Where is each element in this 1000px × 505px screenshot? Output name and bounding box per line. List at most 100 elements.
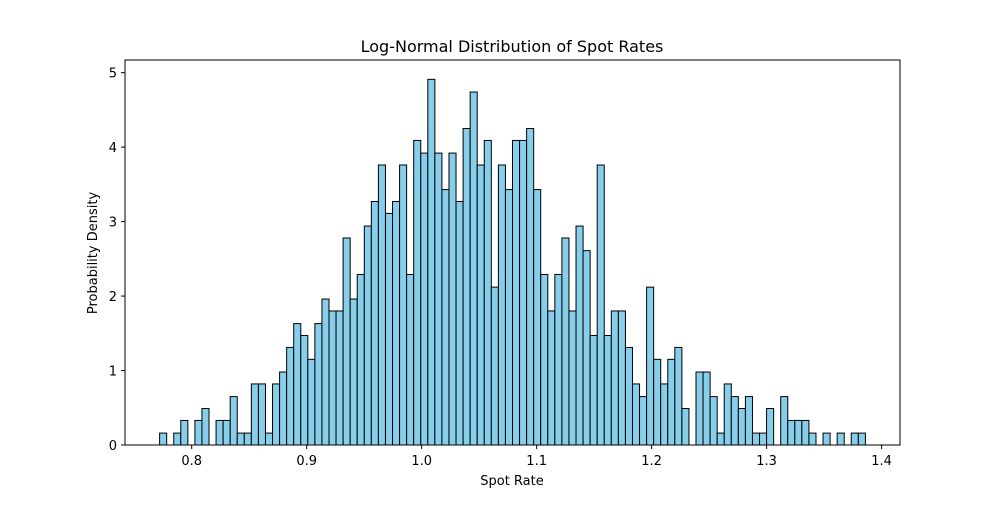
histogram-bar — [201, 408, 210, 446]
histogram-bar — [490, 286, 499, 446]
x-tick-label: 1.0 — [411, 454, 432, 469]
y-tick-label: 2 — [109, 290, 117, 305]
histogram-bar — [850, 432, 859, 446]
histogram-bar — [250, 383, 259, 446]
y-tick-label: 5 — [109, 67, 117, 82]
histogram-bar — [434, 152, 443, 446]
histogram-bar — [279, 371, 288, 446]
histogram-bar — [222, 419, 231, 446]
histogram-bar — [497, 164, 506, 446]
x-tick-label: 1.2 — [641, 454, 662, 469]
x-tick-label: 0.8 — [181, 454, 202, 469]
histogram-bar — [455, 200, 464, 446]
histogram-bar — [441, 189, 450, 446]
histogram-bar — [561, 237, 570, 446]
histogram-bar — [483, 139, 492, 446]
histogram-bar — [173, 432, 182, 446]
histogram-bar — [448, 152, 457, 446]
histogram-bar — [617, 310, 626, 446]
histogram-bars — [159, 78, 866, 446]
histogram-bar — [808, 432, 817, 446]
histogram-bar — [723, 383, 732, 446]
x-tick-label: 1.1 — [526, 454, 547, 469]
histogram-bar — [392, 200, 401, 446]
histogram-bar — [363, 225, 372, 446]
histogram-bar — [709, 396, 718, 446]
y-tick-label: 1 — [109, 365, 117, 380]
x-tick-label: 1.4 — [871, 454, 892, 469]
histogram-bar — [519, 139, 528, 446]
histogram-bar — [413, 139, 422, 446]
histogram-bar — [639, 396, 648, 446]
histogram-bar — [377, 164, 386, 446]
histogram-bar — [533, 189, 542, 446]
histogram-bar — [540, 273, 549, 446]
histogram-bar — [243, 432, 252, 446]
histogram-bar — [681, 408, 690, 446]
histogram-bar — [286, 346, 295, 446]
histogram-bar — [610, 310, 619, 446]
histogram-bar — [674, 346, 683, 446]
histogram-bar — [660, 383, 669, 446]
histogram-bar — [180, 419, 189, 446]
histogram-bar — [307, 358, 316, 446]
histogram-bar — [631, 383, 641, 446]
histogram-bar — [328, 310, 337, 446]
histogram-bar — [751, 432, 761, 446]
histogram-bar — [335, 310, 344, 446]
histogram-bar — [264, 432, 274, 446]
histogram-bar — [420, 152, 429, 446]
histogram-bar — [512, 139, 521, 446]
histogram-bar — [272, 383, 281, 446]
histogram-bar — [229, 396, 238, 446]
histogram-bar — [780, 396, 789, 446]
histogram-bar — [582, 250, 591, 446]
histogram-bar — [194, 419, 203, 446]
histogram-bar — [476, 164, 485, 446]
histogram-bar — [159, 432, 168, 446]
histogram-bar — [321, 298, 330, 446]
histogram-bar — [737, 408, 746, 446]
histogram-bar — [646, 286, 655, 446]
histogram-bar — [462, 128, 471, 446]
histogram-bar — [342, 237, 351, 446]
histogram-bar — [801, 419, 810, 446]
y-tick-label: 0 — [109, 439, 117, 454]
x-axis-label: Spot Rate — [480, 474, 544, 489]
histogram-bar — [653, 358, 662, 446]
histogram-bar — [787, 419, 796, 446]
histogram-bar — [695, 371, 704, 446]
histogram-bar — [568, 310, 577, 446]
histogram-bar — [469, 91, 478, 446]
histogram-bar — [716, 432, 725, 446]
histogram-bar — [314, 323, 323, 446]
histogram-bar — [744, 396, 753, 446]
histogram-bar — [554, 273, 563, 446]
histogram-bar — [794, 419, 803, 446]
histogram-bar — [759, 432, 768, 446]
histogram-bar — [836, 432, 845, 446]
y-tick-label: 3 — [109, 216, 117, 231]
histogram-bar — [504, 189, 514, 446]
histogram-bar — [702, 371, 711, 446]
histogram-bar — [300, 335, 309, 446]
histogram-bar — [589, 335, 598, 446]
histogram-bar — [257, 383, 266, 446]
histogram-bar — [667, 358, 676, 446]
histogram-bar — [547, 310, 556, 446]
histogram-bar — [370, 200, 379, 446]
histogram-bar — [526, 128, 535, 446]
histogram-bar — [857, 432, 866, 446]
y-tick-label: 4 — [109, 141, 117, 156]
histogram-bar — [356, 273, 365, 446]
histogram-bar — [624, 346, 633, 446]
histogram-bar — [293, 323, 302, 446]
histogram-bar — [730, 396, 739, 446]
plot-frame — [124, 59, 901, 446]
histogram-bar — [406, 273, 415, 446]
chart-title: Log-Normal Distribution of Spot Rates — [361, 37, 664, 56]
histogram-bar — [766, 408, 775, 446]
histogram-bar — [384, 212, 394, 446]
x-axis: 0.8 0.9 1.0 1.1 1.2 1.3 1.4 — [181, 445, 892, 469]
